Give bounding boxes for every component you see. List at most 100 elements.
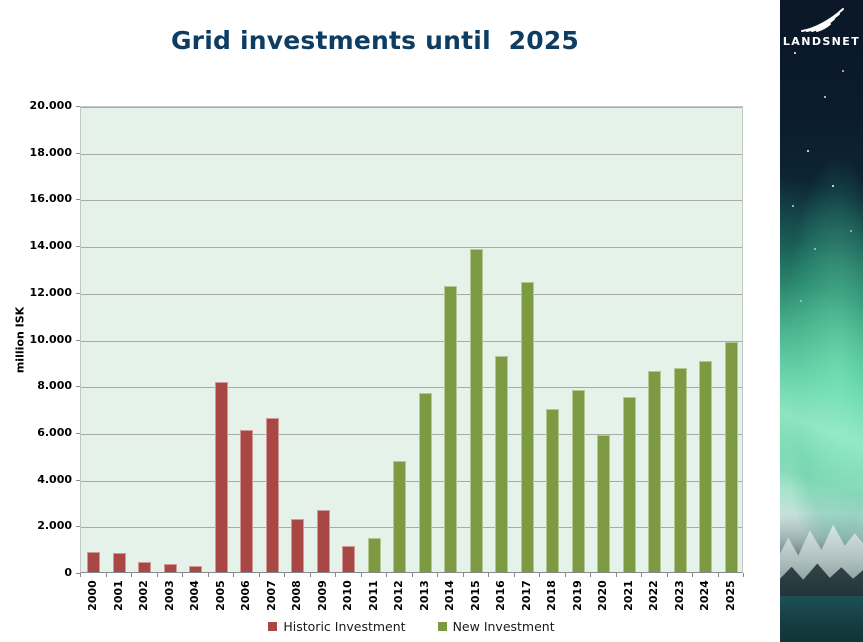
bar-2010 bbox=[342, 546, 356, 572]
x-label-text: 2021 bbox=[621, 579, 635, 611]
y-tick-mark bbox=[76, 199, 80, 201]
y-tick-label: 8.000 bbox=[37, 379, 72, 393]
x-label-2019: 2019 bbox=[565, 576, 591, 614]
x-tick-mark bbox=[564, 573, 566, 577]
x-label-text: 2010 bbox=[341, 579, 355, 611]
landsnet-wing-icon bbox=[800, 8, 844, 32]
gridline bbox=[81, 107, 742, 108]
gridline bbox=[81, 293, 742, 295]
y-tick-label: 2.000 bbox=[37, 519, 72, 533]
x-tick-mark bbox=[437, 573, 438, 577]
x-label-text: 2000 bbox=[86, 579, 100, 611]
bar-2020 bbox=[597, 435, 611, 572]
bar-2018 bbox=[546, 408, 560, 572]
gridline bbox=[81, 433, 742, 435]
x-label-text: 2019 bbox=[570, 579, 584, 611]
x-tick-mark bbox=[411, 573, 413, 577]
x-label-2018: 2018 bbox=[539, 576, 565, 614]
bar-2007 bbox=[265, 417, 279, 572]
landsnet-logo-text: LANDSNET bbox=[782, 35, 861, 48]
x-tick-mark bbox=[641, 573, 642, 577]
y-tick-label: 20.000 bbox=[29, 99, 72, 112]
legend-label: Historic Investment bbox=[283, 618, 406, 634]
x-label-2014: 2014 bbox=[437, 576, 463, 614]
bar-2019 bbox=[571, 389, 585, 572]
x-label-text: 2014 bbox=[443, 579, 457, 611]
x-tick-mark bbox=[80, 573, 81, 577]
x-tick-mark bbox=[462, 573, 464, 577]
x-tick-mark bbox=[386, 573, 387, 577]
x-label-text: 2002 bbox=[137, 579, 151, 611]
x-label-2020: 2020 bbox=[590, 576, 616, 614]
lagoon-water bbox=[780, 596, 863, 642]
y-tick-mark bbox=[76, 526, 80, 528]
y-tick-mark bbox=[76, 339, 80, 341]
x-tick-mark bbox=[590, 573, 591, 577]
y-tick-label: 10.000 bbox=[29, 332, 72, 346]
x-tick-mark bbox=[258, 573, 260, 577]
x-label-2024: 2024 bbox=[692, 576, 718, 614]
x-tick-mark bbox=[335, 573, 336, 577]
x-tick-mark bbox=[488, 573, 489, 577]
gridline bbox=[81, 247, 742, 249]
x-label-text: 2007 bbox=[264, 579, 278, 611]
x-axis-labels: 2000 2001 2002 2003 2004 2005 2006 2007 2008 2009… bbox=[80, 576, 743, 614]
x-tick-mark bbox=[615, 573, 617, 577]
y-tick-mark bbox=[76, 152, 80, 154]
x-tick-mark bbox=[131, 573, 132, 577]
x-label-2023: 2023 bbox=[667, 576, 693, 614]
x-label-text: 2003 bbox=[162, 579, 176, 611]
y-tick-label: 14.000 bbox=[29, 239, 72, 253]
stars bbox=[780, 0, 782, 2]
x-label-text: 2012 bbox=[392, 579, 406, 611]
y-tick-label: 18.000 bbox=[29, 145, 72, 159]
legend-item: Historic Investment bbox=[268, 618, 406, 634]
legend-swatch bbox=[268, 621, 278, 631]
bar-2005 bbox=[214, 381, 228, 572]
bar-2004 bbox=[189, 566, 203, 572]
x-label-2009: 2009 bbox=[310, 576, 336, 614]
x-label-text: 2005 bbox=[213, 579, 227, 611]
y-tick-mark bbox=[76, 292, 80, 294]
aurora-photo-strip: LANDSNET bbox=[780, 0, 863, 642]
x-label-text: 2015 bbox=[468, 579, 482, 611]
x-label-text: 2004 bbox=[188, 579, 202, 611]
y-tick-label: 12.000 bbox=[29, 285, 72, 299]
gridline bbox=[81, 387, 742, 389]
x-label-text: 2006 bbox=[239, 579, 253, 611]
legend-item: New Investment bbox=[437, 618, 555, 634]
x-label-2004: 2004 bbox=[182, 576, 208, 614]
x-label-text: 2025 bbox=[723, 579, 737, 611]
x-label-text: 2020 bbox=[596, 579, 610, 611]
x-label-2003: 2003 bbox=[157, 576, 183, 614]
x-label-2017: 2017 bbox=[514, 576, 540, 614]
x-label-2002: 2002 bbox=[131, 576, 157, 614]
y-tick-mark bbox=[76, 573, 80, 574]
y-tick-label: 16.000 bbox=[29, 192, 72, 206]
gridline bbox=[81, 153, 742, 155]
x-tick-mark bbox=[666, 573, 668, 577]
bar-2023 bbox=[673, 367, 687, 572]
gridline bbox=[81, 200, 742, 202]
bar-2008 bbox=[291, 519, 305, 572]
bar-2021 bbox=[622, 396, 636, 572]
x-label-2011: 2011 bbox=[361, 576, 387, 614]
x-label-2016: 2016 bbox=[488, 576, 514, 614]
x-tick-mark bbox=[182, 573, 183, 577]
x-label-text: 2024 bbox=[698, 579, 712, 611]
x-label-2012: 2012 bbox=[386, 576, 412, 614]
x-label-2025: 2025 bbox=[718, 576, 744, 614]
legend-label: New Investment bbox=[452, 618, 555, 634]
y-tick-mark bbox=[76, 106, 80, 107]
aurora-glow bbox=[780, 0, 863, 642]
gridline bbox=[81, 340, 742, 342]
x-label-text: 2001 bbox=[111, 579, 125, 611]
bar-2015 bbox=[469, 248, 483, 572]
y-tick-mark bbox=[76, 246, 80, 248]
bar-2014 bbox=[444, 285, 458, 572]
bar-2017 bbox=[520, 282, 534, 572]
bar-2024 bbox=[699, 360, 713, 572]
gridline bbox=[81, 480, 742, 482]
x-label-text: 2011 bbox=[366, 579, 380, 611]
